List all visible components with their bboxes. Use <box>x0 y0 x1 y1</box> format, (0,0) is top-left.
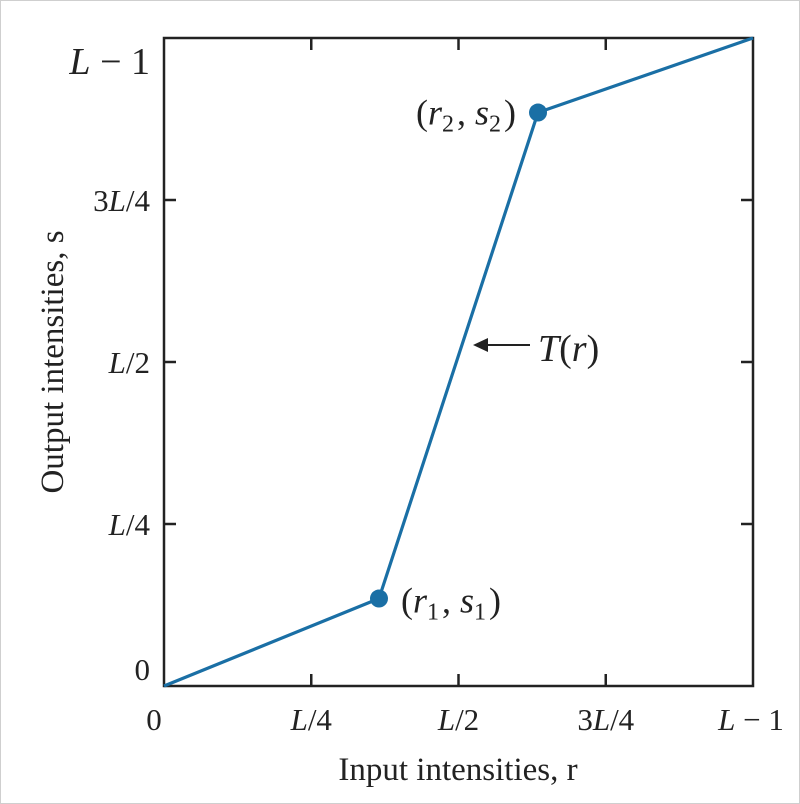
annotation-label: T(r) <box>538 328 599 370</box>
y-axis-label: Output intensities, s <box>35 230 71 493</box>
x-axis-label: Input intensities, r <box>338 752 577 788</box>
y-tick-label: L/4 <box>108 507 151 542</box>
y-tick-label: L/2 <box>108 345 150 380</box>
y-tick-label: 0 <box>135 652 151 687</box>
control-point-label-1: (r1 , s1 ) <box>401 581 501 626</box>
y-tick-label: L − 1 <box>68 41 150 83</box>
annotation-arrow-head <box>473 338 488 352</box>
control-point-2 <box>529 103 548 122</box>
x-tick-label: 0 <box>146 702 162 737</box>
x-tick-label: L − 1 <box>717 702 784 737</box>
transform-curve <box>163 36 754 688</box>
x-tick-label: L/2 <box>437 702 479 737</box>
control-point-label-2: (r2 , s2 ) <box>416 93 516 138</box>
curve-annotation: T(r) <box>473 328 599 370</box>
x-tick-label: L/4 <box>290 702 333 737</box>
control-point-1 <box>369 589 388 608</box>
x-tick-label: 3L/4 <box>577 702 634 737</box>
tick-labels: 0 L/4 L/2 3L/4 L − 1 0 L/4 L/2 3L/4 L − 1 <box>68 41 783 737</box>
control-points: (r1 , s1 ) (r2 , s2 ) <box>369 93 548 626</box>
tick-marks <box>164 38 753 686</box>
y-tick-label: 3L/4 <box>93 183 150 218</box>
